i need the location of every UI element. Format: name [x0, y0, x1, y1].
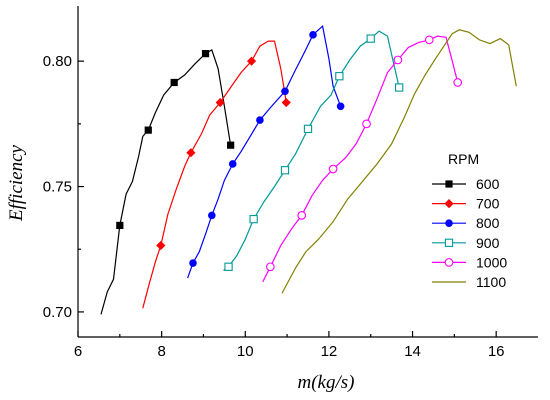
series-line — [187, 24, 342, 279]
data-point — [445, 219, 453, 227]
data-point — [362, 119, 371, 129]
data-point — [208, 211, 216, 220]
legend-label: 900 — [476, 235, 500, 251]
data-point — [249, 214, 258, 224]
data-point — [170, 78, 178, 87]
x-tick-label: 6 — [74, 343, 82, 360]
data-point — [215, 97, 225, 108]
series-1100 — [281, 29, 517, 294]
data-point — [453, 78, 463, 87]
series-600 — [100, 49, 235, 315]
data-point — [280, 166, 290, 175]
y-tick-label: 0.70 — [43, 304, 72, 321]
data-point — [266, 262, 275, 272]
x-tick-label: 12 — [321, 343, 338, 360]
legend-item-900: 900 — [432, 235, 500, 251]
series-line — [100, 49, 232, 315]
series-group — [100, 24, 517, 315]
data-point — [281, 97, 291, 108]
data-point — [116, 221, 124, 230]
y-tick-label: 0.80 — [43, 53, 72, 70]
legend-label: 1100 — [476, 274, 506, 290]
data-point — [335, 72, 344, 81]
data-point — [445, 180, 453, 188]
legend-item-1100: 1100 — [432, 274, 506, 290]
x-tick-label: 14 — [404, 343, 421, 360]
x-tick-label: 8 — [157, 343, 165, 360]
data-point — [395, 83, 404, 92]
data-point — [201, 50, 210, 58]
data-point — [366, 34, 375, 43]
series-800 — [187, 24, 345, 279]
legend: RPM 600 700 800 900 1000 1100 — [432, 151, 507, 290]
data-point — [256, 116, 264, 124]
legend-item-600: 600 — [432, 176, 500, 192]
data-point — [224, 262, 233, 271]
legend-label: 700 — [476, 196, 500, 212]
series-900 — [223, 30, 404, 271]
legend-title: RPM — [448, 151, 479, 167]
x-tick-label: 10 — [237, 343, 254, 360]
data-point — [303, 124, 313, 134]
series-line — [142, 40, 287, 309]
data-point — [297, 211, 307, 220]
data-point — [328, 164, 338, 174]
x-tick-label: 16 — [488, 343, 505, 360]
data-point — [189, 259, 197, 267]
series-1000 — [262, 35, 463, 283]
data-point — [246, 56, 257, 66]
data-point — [336, 102, 345, 111]
y-axis-label: Efficiency — [6, 144, 27, 222]
data-point — [444, 199, 454, 209]
data-point — [227, 141, 235, 149]
data-point — [281, 87, 289, 96]
axes: 6 8 10 12 14 16 0.70 0.75 0.80 — [43, 6, 538, 360]
legend-label: 800 — [476, 215, 500, 231]
series-700 — [142, 40, 291, 309]
legend-item-700: 700 — [432, 196, 500, 212]
legend-label: 600 — [476, 176, 500, 192]
series-line — [281, 29, 517, 294]
data-point — [228, 160, 237, 168]
y-tick-label: 0.75 — [43, 179, 72, 196]
data-point — [424, 35, 434, 45]
x-axis-label: m(kg/s) — [298, 372, 355, 393]
legend-item-800: 800 — [432, 215, 500, 231]
data-point — [393, 55, 403, 65]
data-point — [186, 148, 196, 158]
data-point — [309, 31, 317, 39]
legend-item-1000: 1000 — [432, 254, 507, 270]
series-line — [223, 30, 400, 271]
legend-label: 1000 — [476, 254, 507, 270]
data-point — [444, 238, 454, 247]
data-point — [156, 240, 166, 251]
data-point — [444, 258, 454, 267]
data-point — [144, 126, 152, 134]
